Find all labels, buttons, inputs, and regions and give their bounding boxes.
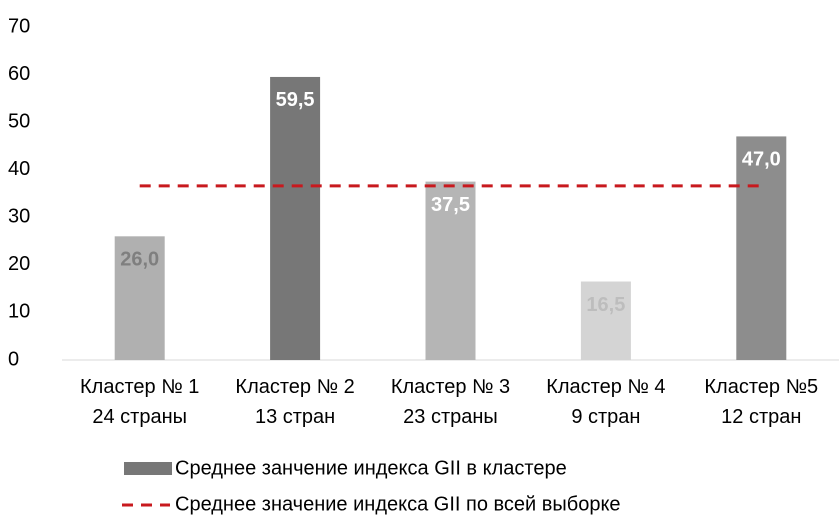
legend-label: Среднее значение индекса GII по всей выб…: [175, 493, 621, 515]
x-tick-label: Кластер № 3 23 страны: [390, 376, 511, 428]
y-tick-label: 30: [8, 206, 30, 228]
y-tick-label: 60: [8, 63, 30, 85]
bar: [580, 281, 631, 360]
x-tick-label: Кластер № 1 24 страны: [80, 376, 200, 428]
value-label: 47,0: [742, 149, 781, 171]
x-tick-label: Кластер № 4 9 стран: [546, 376, 666, 428]
legend-label: Среднее занчение индекса GII в кластере: [175, 457, 567, 479]
y-tick-label: 50: [8, 110, 30, 132]
bar: [270, 76, 321, 360]
y-tick-label: 20: [8, 253, 30, 275]
value-label: 16,5: [586, 294, 625, 316]
y-tick-label: 10: [8, 301, 30, 323]
y-tick-label: 70: [8, 15, 30, 37]
bar: [425, 181, 476, 360]
y-tick-label: 0: [8, 348, 19, 370]
bar: [114, 236, 165, 360]
legend-swatch: [124, 462, 172, 475]
x-tick-label: Кластер № 2 13 стран: [235, 376, 355, 428]
bar: [736, 136, 787, 360]
y-tick-label: 40: [8, 158, 30, 180]
value-label: 59,5: [276, 89, 315, 111]
value-label: 37,5: [431, 194, 470, 216]
x-tick-label: Кластер №5 12 стран: [704, 376, 819, 428]
value-label: 26,0: [120, 249, 159, 271]
